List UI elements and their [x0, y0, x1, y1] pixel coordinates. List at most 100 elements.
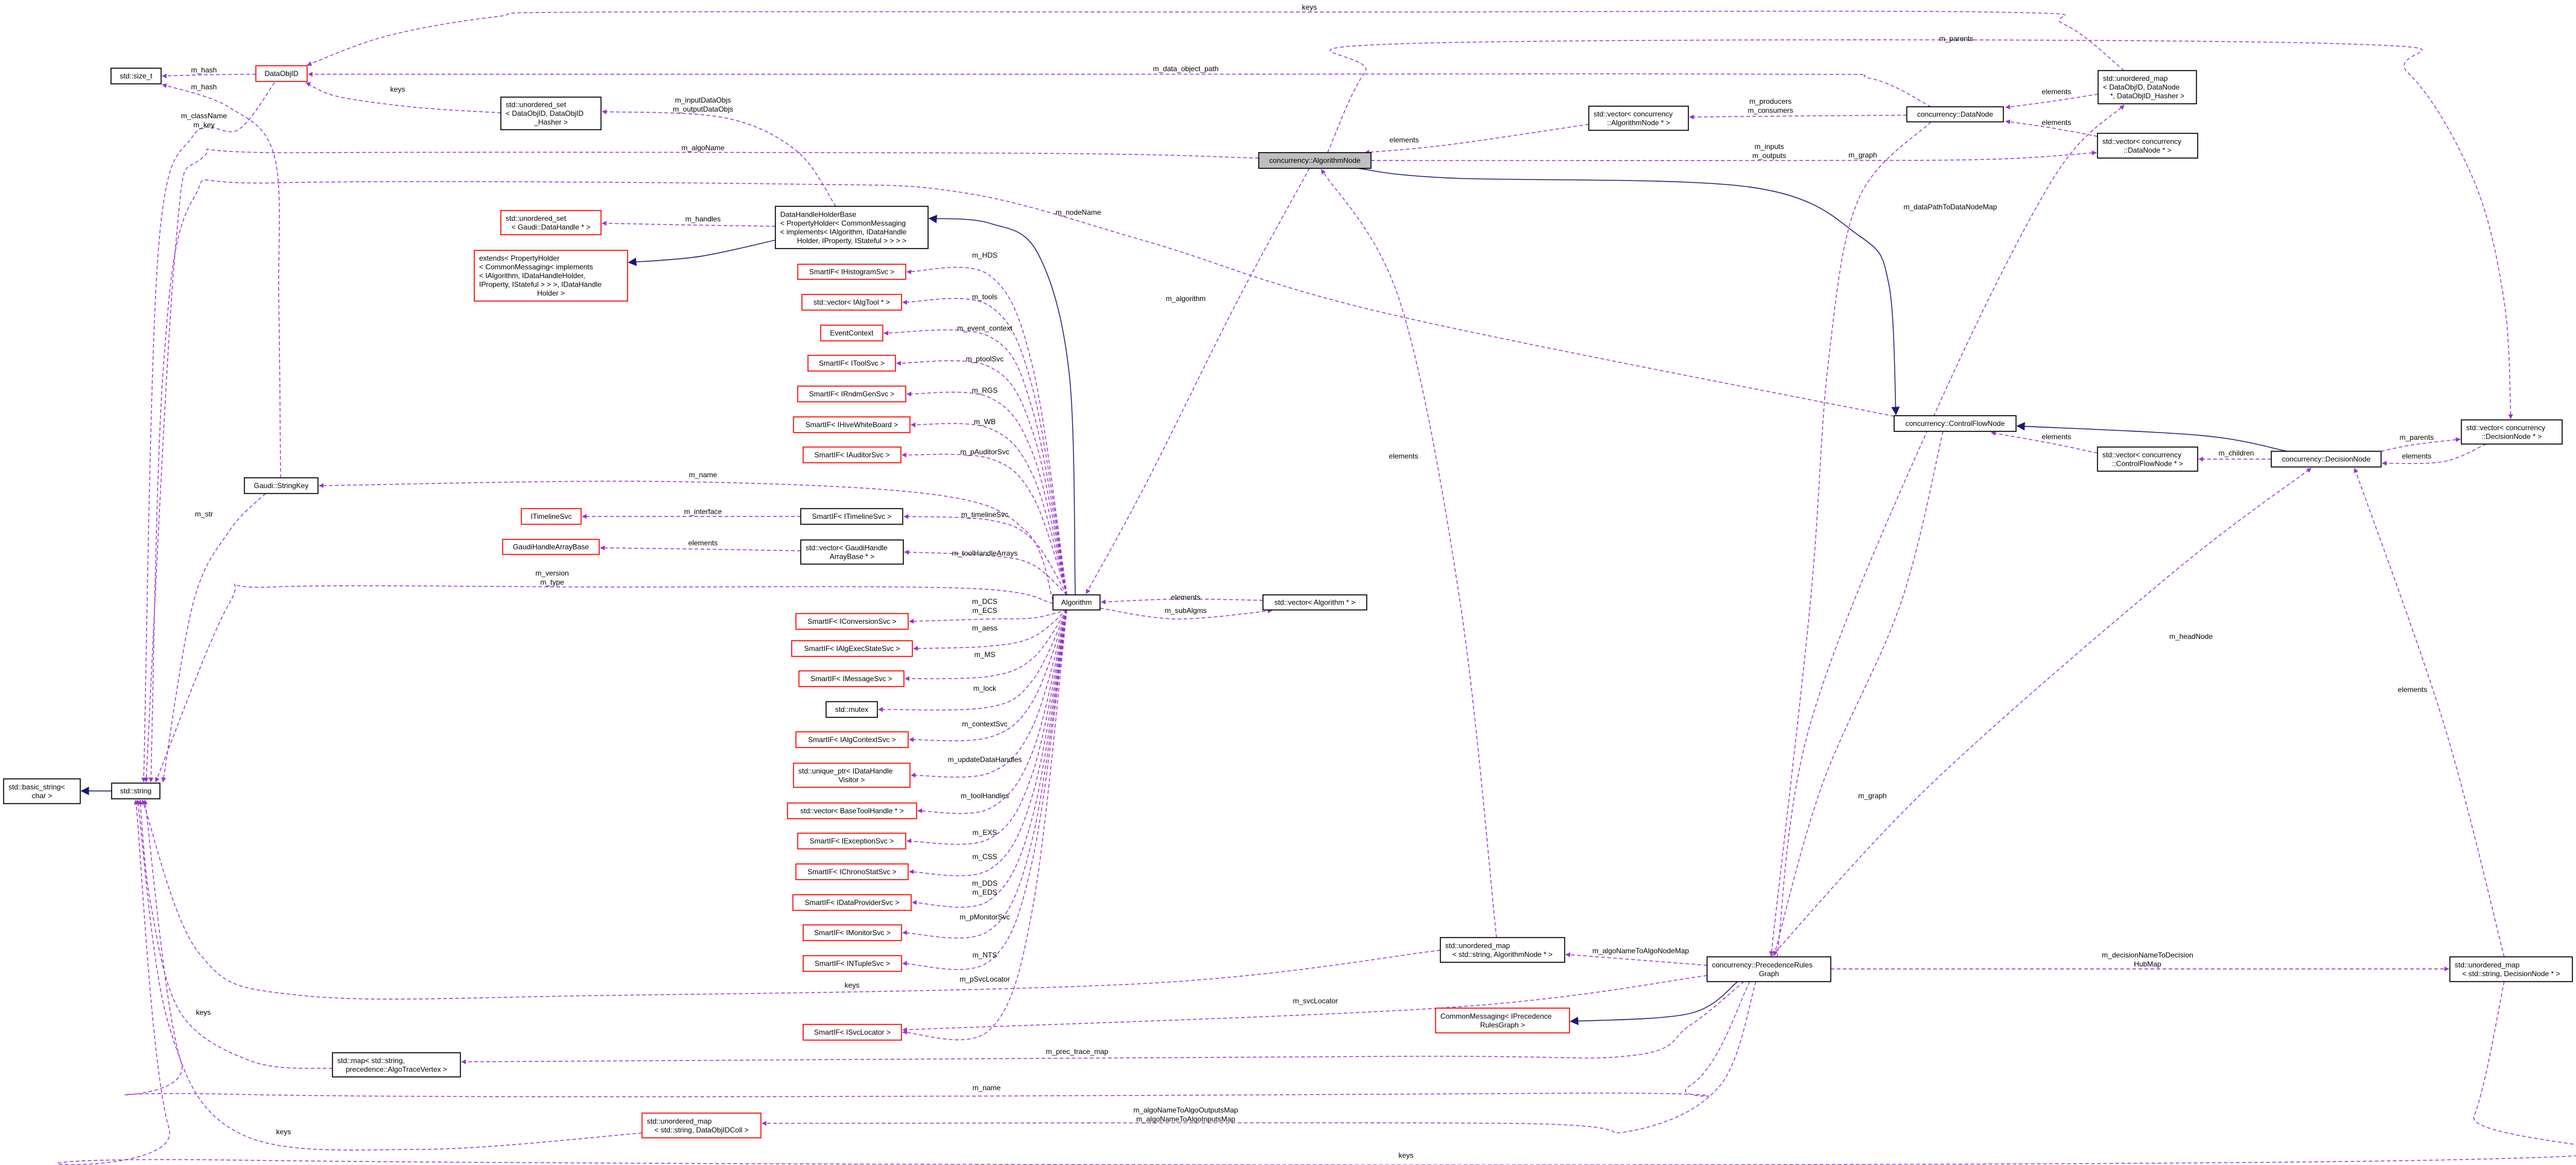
class-node-umap_coll[interactable]: std::unordered_map< std::string, DataObj…	[641, 1113, 762, 1138]
class-node-algnode[interactable]: concurrency::AlgorithmNode	[1258, 152, 1372, 169]
edge-label: keys	[196, 1008, 211, 1017]
class-box	[1262, 594, 1367, 611]
class-box	[820, 325, 883, 341]
edge-label: m_hash	[191, 66, 217, 74]
edge-label: m_algoNameToAlgoNodeMap	[1592, 947, 1689, 955]
edge-label: m_RGS	[972, 386, 998, 395]
usage-edge-algorithm-to-wb	[911, 422, 1067, 595]
class-node-dhhb[interactable]: DataHandleHolderBase< PropertyHolder< Co…	[775, 206, 929, 249]
edge-label: m_headNode	[2169, 632, 2213, 641]
class-node-aess[interactable]: SmartIF< IAlgExecStateSvc >	[791, 640, 913, 657]
class-node-vcfn[interactable]: std::vector< concurrency::ControlFlowNod…	[2097, 446, 2198, 472]
class-name-line: std::string	[120, 787, 151, 795]
class-node-dataobjid[interactable]: DataObjID	[255, 65, 308, 82]
class-node-exc[interactable]: SmartIF< IExceptionSvc >	[797, 833, 906, 849]
class-box	[803, 955, 902, 972]
edge-label: m_hash	[191, 83, 217, 91]
usage-edge-algnode-to-vdec	[1327, 39, 2513, 419]
class-node-stringkey[interactable]: Gaudi::StringKey	[244, 477, 319, 494]
class-node-dps[interactable]: SmartIF< IDataProviderSvc >	[792, 894, 912, 911]
class-name-line: ::ControlFlowNode * >	[2112, 459, 2183, 468]
class-node-btool[interactable]: std::vector< BaseToolHandle * >	[787, 802, 917, 819]
class-name-line: EventContext	[830, 329, 874, 337]
class-node-extends[interactable]: extends< PropertyHolder< CommonMessaging…	[474, 250, 628, 302]
edges-layer	[57, 10, 2576, 1165]
edge-label: keys	[390, 85, 405, 94]
class-node-ntuple[interactable]: SmartIF< INTupleSvc >	[803, 955, 902, 972]
class-node-rndm[interactable]: SmartIF< IRndmGenSvc >	[797, 386, 906, 402]
usage-edge-algorithm-to-uptr	[911, 609, 1067, 778]
class-node-msg[interactable]: SmartIF< IMessageSvc >	[798, 670, 905, 687]
class-node-uset_doid[interactable]: std::unordered_set< DataObjID, DataObjID…	[500, 97, 602, 130]
class-node-wb[interactable]: SmartIF< IHiveWhiteBoard >	[793, 416, 911, 433]
class-node-umap_dec[interactable]: std::unordered_map< std::string, Decisio…	[2449, 956, 2573, 982]
class-name-line: std::size_t	[119, 72, 153, 80]
class-node-umap_an[interactable]: std::unordered_map< std::string, Algorit…	[1440, 937, 1565, 963]
class-node-ghab[interactable]: GaudiHandleArrayBase	[502, 539, 600, 555]
class-name-line: < std::string, DataObjIDColl >	[654, 1126, 748, 1134]
class-node-algorithm[interactable]: Algorithm	[1052, 594, 1101, 611]
class-node-algtool[interactable]: std::vector< IAlgTool * >	[801, 294, 902, 311]
class-name-line: < PropertyHolder< CommonMessaging	[780, 219, 906, 227]
class-node-decnode[interactable]: concurrency::DecisionNode	[2271, 451, 2382, 468]
class-node-hist[interactable]: SmartIF< IHistogramSvc >	[797, 264, 906, 280]
edge-label: m_WB	[974, 417, 996, 426]
class-node-valg[interactable]: std::vector< Algorithm * >	[1262, 594, 1367, 611]
edge-label: m_EXS	[973, 828, 997, 837]
class-node-mon[interactable]: SmartIF< IMonitorSvc >	[803, 924, 902, 941]
class-name-line: SmartIF< IAuditorSvc >	[815, 451, 890, 459]
usage-edge-algorithm-to-exc	[906, 609, 1067, 845]
class-name-line: SmartIF< INTupleSvc >	[815, 959, 890, 968]
class-name-line: char >	[32, 792, 52, 800]
class-name-line: < DataObjID, DataNode	[2103, 83, 2180, 92]
usage-edge-dhhb-to-uset_dh	[602, 221, 776, 227]
class-node-stdmap[interactable]: std::map< std::string, precedence::AlgoT…	[332, 1052, 461, 1078]
inheritance-edge-dhhb-to-extends	[628, 240, 776, 266]
usage-edge-algorithm-to-mon	[902, 609, 1067, 939]
class-node-cfn[interactable]: concurrency::ControlFlowNode	[1894, 415, 2017, 432]
edge-label: m_DCS	[972, 597, 997, 606]
class-node-svcloc[interactable]: SmartIF< ISvcLocator >	[803, 1024, 902, 1041]
class-node-basicstr[interactable]: std::basic_string<char >	[3, 778, 81, 804]
class-box	[1440, 937, 1565, 963]
class-name-line: Algorithm	[1061, 598, 1092, 607]
class-name-line: std::unordered_map	[647, 1117, 712, 1125]
class-node-valgnode[interactable]: std::vector< concurrency::AlgorithmNode …	[1588, 106, 1689, 131]
edge-label: m_consumers	[1748, 106, 1793, 115]
class-node-vdn[interactable]: std::vector< concurrency::DataNode * >	[2097, 133, 2198, 159]
class-node-size_t[interactable]: std::size_t	[110, 68, 162, 84]
class-node-conv[interactable]: SmartIF< IConversionSvc >	[795, 613, 909, 630]
class-node-string[interactable]: std::string	[111, 782, 161, 799]
class-box	[244, 477, 319, 494]
edge-label: m_name	[973, 1084, 1001, 1092]
class-name-line: SmartIF< IHistogramSvc >	[809, 268, 894, 276]
edge-label: m_outputs	[1752, 151, 1786, 160]
class-node-mutex[interactable]: std::mutex	[825, 701, 878, 718]
usage-edge-cfn-to-prg	[1773, 431, 1944, 956]
class-name-line: SmartIF< IMessageSvc >	[810, 675, 892, 683]
usage-edge-vdec-to-decnode	[2382, 443, 2487, 466]
class-name-line: precedence::AlgoTraceVertex >	[346, 1065, 447, 1073]
class-node-umap_dn[interactable]: std::unordered_map< DataObjID, DataNode …	[2097, 70, 2197, 104]
class-node-evctx[interactable]: EventContext	[820, 325, 883, 341]
class-node-uset_dh[interactable]: std::unordered_set< Gaudi::DataHandle * …	[500, 210, 602, 235]
class-node-toolsvc[interactable]: SmartIF< IToolSvc >	[807, 355, 896, 372]
class-node-vdec[interactable]: std::vector< concurrency::DecisionNode *…	[2461, 419, 2563, 445]
edge-label: elements	[2402, 452, 2432, 460]
class-name-line: std::mutex	[835, 705, 868, 714]
class-node-ctx[interactable]: SmartIF< IAlgContextSvc >	[795, 731, 909, 748]
class-node-itimeline[interactable]: ITimelineSvc	[521, 508, 582, 525]
class-node-auditor[interactable]: SmartIF< IAuditorSvc >	[803, 446, 902, 463]
class-node-vghab[interactable]: std::vector< GaudiHandleArrayBase * >	[800, 539, 904, 565]
class-node-datanode[interactable]: concurrency::DataNode	[1906, 106, 2004, 122]
inheritance-edge-decnode-to-cfn	[2016, 422, 2288, 452]
edge-label: m_producers	[1749, 97, 1792, 106]
usage-edge-algorithm-to-string	[155, 583, 1054, 782]
edge-label: m_graph	[1858, 792, 1886, 800]
class-node-sitimeline[interactable]: SmartIF< ITimelineSvc >	[800, 508, 903, 525]
class-node-chrono[interactable]: SmartIF< IChronoStatSvc >	[795, 863, 909, 880]
class-name-line: < Gaudi::DataHandle * >	[512, 223, 591, 231]
